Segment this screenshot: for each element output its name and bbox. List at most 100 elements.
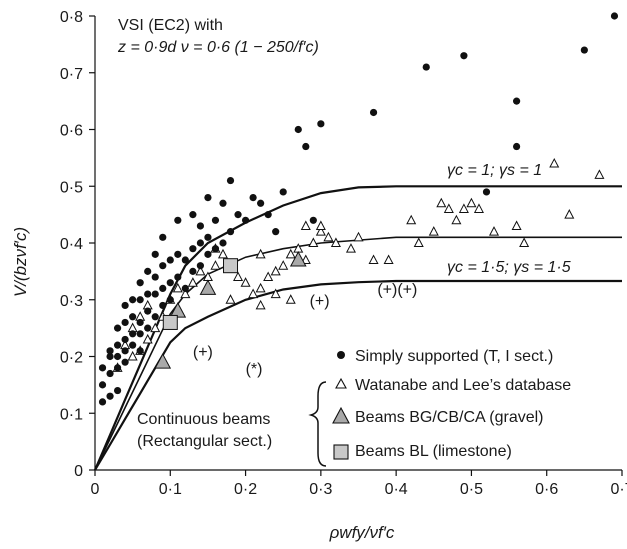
data-point-simply-supported <box>211 245 220 253</box>
legend-label-gravel: Beams BG/CB/CA (gravel) <box>355 409 544 426</box>
marked-point-label: (+) <box>193 344 213 361</box>
data-point-simply-supported <box>151 250 159 258</box>
data-point-simply-supported <box>144 307 152 315</box>
data-point-simply-supported <box>144 267 152 275</box>
data-point-simply-supported <box>513 142 521 151</box>
y-tick-label: 0·7 <box>60 66 83 83</box>
data-point-simply-supported <box>136 318 144 327</box>
data-point-simply-supported <box>166 256 174 264</box>
x-tick-label: 0·1 <box>159 481 182 498</box>
data-point-simply-supported <box>144 290 152 298</box>
continuous-beams-label-line1: Continuous beams <box>137 411 270 428</box>
data-point-simply-supported <box>257 199 265 207</box>
data-point-simply-supported <box>189 211 197 219</box>
y-tick-label: 0·6 <box>60 123 83 140</box>
x-tick-label: 0 <box>91 481 100 498</box>
data-point-simply-supported <box>129 341 137 349</box>
data-point-watanabe <box>368 254 379 265</box>
data-point-simply-supported <box>151 313 159 321</box>
continuous-beams-label-line2: (Rectangular sect.) <box>137 433 272 450</box>
data-point-watanabe <box>458 203 469 213</box>
data-point-gravel <box>289 250 307 267</box>
data-point-simply-supported <box>226 176 235 185</box>
points-layer: (+)(+)(*)(+)(+) <box>98 12 619 406</box>
data-point-simply-supported <box>106 347 114 355</box>
legend-label-simply-supported: Simply supported (T, I sect.) <box>355 348 553 365</box>
data-point-simply-supported <box>189 267 197 275</box>
legend-label-limestone: Beams BL (limestone) <box>355 443 512 460</box>
x-tick-label: 0·2 <box>234 481 257 498</box>
data-point-simply-supported <box>219 199 227 207</box>
data-point-simply-supported <box>211 216 220 224</box>
data-point-simply-supported <box>106 369 114 378</box>
data-point-simply-supported <box>241 216 250 224</box>
data-point-watanabe <box>142 333 153 344</box>
data-point-watanabe <box>240 277 251 287</box>
data-point-simply-supported <box>174 273 182 281</box>
data-point-simply-supported <box>136 296 144 304</box>
data-point-watanabe <box>300 220 311 230</box>
data-point-watanabe <box>255 282 266 293</box>
data-point-simply-supported <box>369 108 378 117</box>
data-point-watanabe <box>217 248 229 259</box>
legend-marker-watanabe <box>335 377 347 389</box>
data-point-simply-supported <box>159 284 167 292</box>
data-point-gravel <box>199 279 217 295</box>
y-tick-label: 0·3 <box>60 293 83 310</box>
data-point-simply-supported <box>113 352 122 361</box>
data-point-watanabe <box>511 220 522 230</box>
data-point-simply-supported <box>181 284 189 292</box>
data-point-simply-supported <box>159 233 167 241</box>
data-point-watanabe <box>263 271 274 282</box>
data-point-watanabe <box>594 169 605 179</box>
data-point-simply-supported <box>294 125 302 134</box>
data-point-simply-supported <box>136 279 144 287</box>
data-point-watanabe <box>315 220 326 230</box>
data-point-simply-supported <box>136 347 144 355</box>
curve-line-2 <box>94 279 622 471</box>
data-point-simply-supported <box>129 330 137 338</box>
data-point-simply-supported <box>121 318 129 327</box>
data-point-simply-supported <box>159 262 167 270</box>
data-point-simply-supported <box>204 194 212 202</box>
marked-point-label: (+)(+) <box>377 281 417 298</box>
y-tick-label: 0·4 <box>60 236 83 253</box>
data-point-simply-supported <box>159 301 167 310</box>
data-point-simply-supported <box>174 216 182 224</box>
x-tick-label: 0·7 <box>610 481 627 498</box>
y-tick-label: 0 <box>74 463 83 480</box>
data-point-watanabe <box>549 157 560 168</box>
data-point-watanabe <box>519 237 530 247</box>
data-point-watanabe <box>323 231 334 242</box>
data-point-simply-supported <box>129 313 137 321</box>
data-point-watanabe <box>210 260 221 270</box>
data-point-watanabe <box>248 288 259 299</box>
data-point-watanabe <box>330 237 341 247</box>
data-point-simply-supported <box>309 216 317 224</box>
y-axis: 0 0·1 0·2 0·3 0·4 0·5 0·6 0·7 0·8 <box>60 9 96 480</box>
data-point-simply-supported <box>272 228 280 236</box>
data-point-watanabe <box>225 294 236 304</box>
data-point-simply-supported <box>422 63 430 71</box>
legend-marker-limestone <box>333 444 349 460</box>
data-point-watanabe <box>150 322 161 333</box>
data-point-simply-supported <box>196 222 204 230</box>
curve-line-1 <box>93 185 622 471</box>
data-point-simply-supported <box>302 142 310 151</box>
data-point-simply-supported <box>121 347 129 355</box>
data-point-watanabe <box>172 282 183 293</box>
legend: Simply supported (T, I sect.) Watanabe a… <box>308 348 571 467</box>
data-point-watanabe <box>270 288 281 299</box>
data-point-simply-supported <box>610 12 619 20</box>
data-point-watanabe <box>195 265 206 276</box>
curve-line-3 <box>94 236 622 471</box>
data-point-limestone <box>162 314 178 330</box>
data-point-watanabe <box>180 288 191 299</box>
data-point-watanabe <box>443 203 454 213</box>
x-tick-label: 0·4 <box>385 481 408 498</box>
data-point-watanabe <box>187 277 198 287</box>
data-point-simply-supported <box>249 194 257 202</box>
data-point-watanabe <box>285 248 296 259</box>
data-point-simply-supported <box>129 296 137 304</box>
x-axis-title: ρwfy/νf′c <box>329 523 395 542</box>
